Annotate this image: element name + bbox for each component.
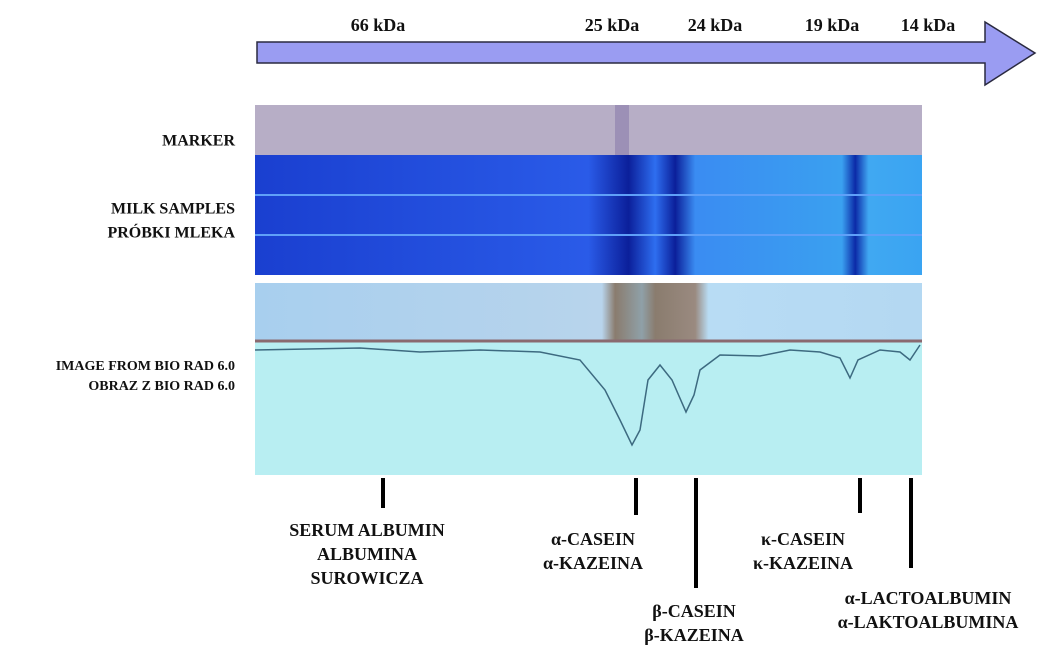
protein-label: α-CASEIN: [551, 529, 635, 549]
kda-label: 25 kDa: [585, 15, 640, 35]
row-label: PRÓBKI MLEKA: [107, 223, 235, 242]
protein-label: β-KAZEINA: [644, 625, 744, 645]
kda-label: 19 kDa: [805, 15, 860, 35]
kda-label: 66 kDa: [351, 15, 406, 35]
protein-label: α-LACTOALBUMIN: [845, 588, 1012, 608]
protein-label: SUROWICZA: [310, 568, 423, 588]
row-label: IMAGE FROM BIO RAD 6.0: [56, 359, 235, 374]
row-label: MARKER: [162, 133, 235, 150]
kda-label: 14 kDa: [901, 15, 956, 35]
protein-label: ALBUMINA: [317, 544, 417, 564]
gel: [255, 105, 922, 475]
row-label: MILK SAMPLES: [111, 201, 235, 218]
kda-label: 24 kDa: [688, 15, 743, 35]
protein-label: α-KAZEINA: [543, 553, 643, 573]
protein-label: κ-CASEIN: [761, 529, 845, 549]
protein-label: SERUM ALBUMIN: [289, 520, 445, 540]
figure: 66 kDa 25 kDa 24 kDa 19 kDa 14 kDa MARKE…: [0, 0, 1039, 648]
protein-label: κ-KAZEINA: [753, 553, 853, 573]
row-label: OBRAZ Z BIO RAD 6.0: [88, 379, 235, 394]
protein-label: β-CASEIN: [652, 601, 736, 621]
protein-label: α-LAKTOALBUMINA: [838, 612, 1019, 632]
